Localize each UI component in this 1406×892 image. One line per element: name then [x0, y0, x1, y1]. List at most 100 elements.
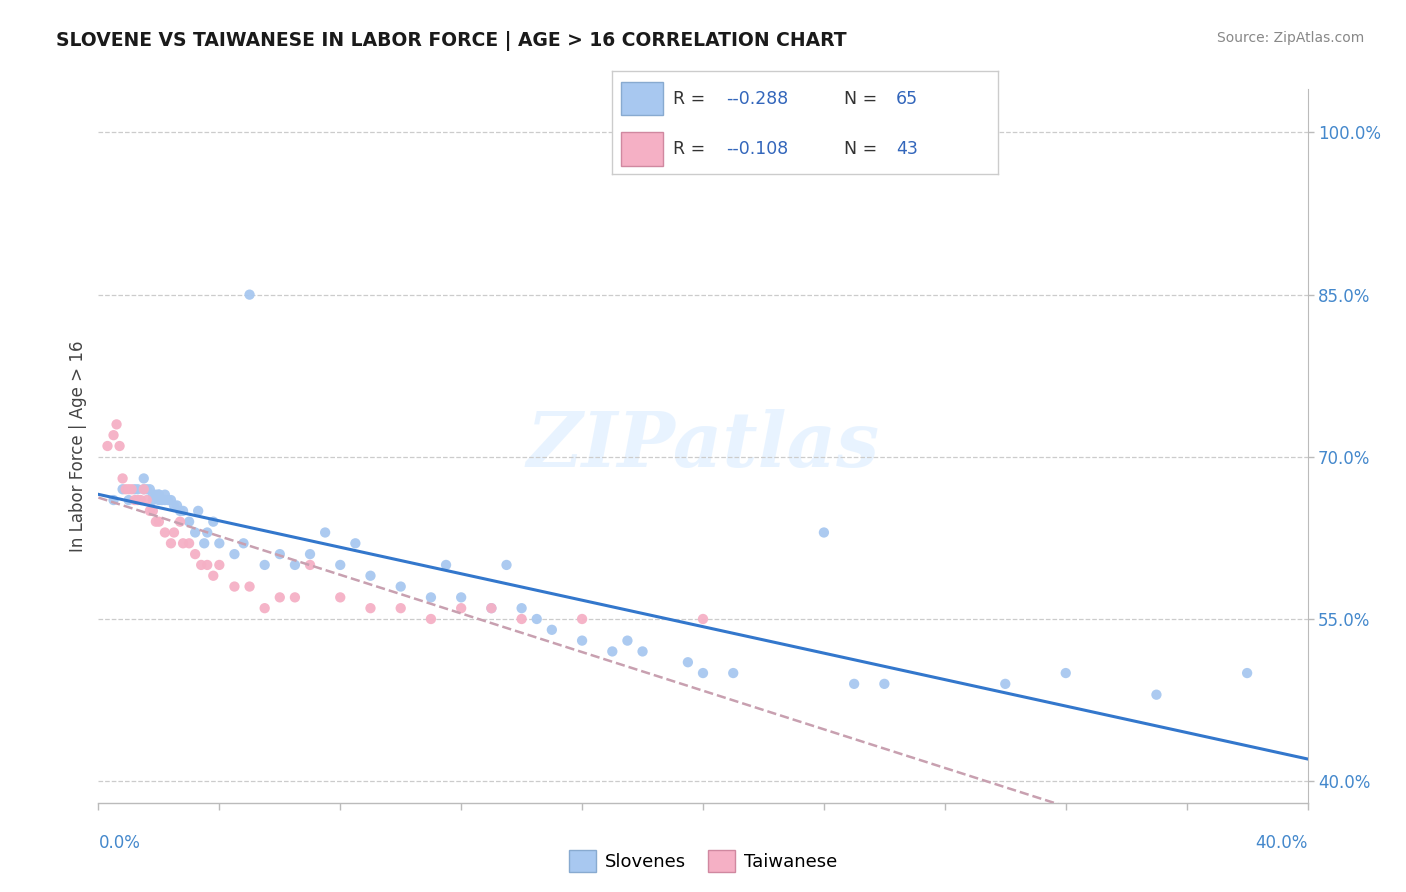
Point: [284, 558, 307, 572]
Point: [135, 493, 157, 508]
Point: [389, 601, 412, 615]
Point: [253, 601, 276, 615]
Point: [172, 536, 194, 550]
Point: [103, 428, 125, 442]
Point: [676, 655, 699, 669]
Y-axis label: In Labor Force | Age > 16: In Labor Force | Age > 16: [69, 340, 87, 552]
Point: [602, 644, 624, 658]
Point: [118, 482, 141, 496]
Point: [169, 515, 191, 529]
Point: [692, 612, 714, 626]
Point: [187, 504, 209, 518]
Point: [108, 439, 131, 453]
Point: [510, 612, 533, 626]
Point: [135, 482, 157, 496]
Point: [111, 482, 134, 496]
Point: [145, 488, 167, 502]
Point: [344, 536, 367, 550]
Point: [420, 612, 443, 626]
Point: [202, 515, 225, 529]
Point: [163, 499, 186, 513]
Point: [160, 536, 183, 550]
Point: [481, 601, 503, 615]
Point: [127, 493, 149, 508]
Point: [139, 504, 162, 518]
Point: [269, 547, 291, 561]
Point: [994, 677, 1017, 691]
Point: [114, 482, 136, 496]
Point: [148, 515, 170, 529]
Point: [723, 666, 745, 681]
Point: [571, 612, 593, 626]
Point: [190, 558, 212, 572]
Point: [124, 482, 146, 496]
Point: [184, 547, 207, 561]
Point: [169, 504, 191, 518]
Point: [284, 591, 307, 605]
Text: 0.0%: 0.0%: [98, 834, 141, 852]
Point: [156, 493, 179, 508]
Point: [132, 482, 155, 496]
Point: [153, 493, 176, 508]
Point: [873, 677, 896, 691]
Point: [142, 504, 165, 518]
Point: [253, 558, 276, 572]
Point: [450, 601, 472, 615]
Point: [166, 499, 188, 513]
Text: ZIPatlas: ZIPatlas: [526, 409, 880, 483]
FancyBboxPatch shape: [621, 132, 664, 166]
Point: [208, 558, 231, 572]
Text: SLOVENE VS TAIWANESE IN LABOR FORCE | AGE > 16 CORRELATION CHART: SLOVENE VS TAIWANESE IN LABOR FORCE | AG…: [56, 31, 846, 51]
Point: [139, 482, 162, 496]
Point: [360, 568, 382, 582]
Point: [360, 601, 382, 615]
Point: [148, 493, 170, 508]
Legend: Slovenes, Taiwanese: Slovenes, Taiwanese: [561, 843, 845, 880]
Point: [239, 580, 262, 594]
Text: Source: ZipAtlas.com: Source: ZipAtlas.com: [1216, 31, 1364, 45]
Point: [132, 471, 155, 485]
Point: [118, 493, 141, 508]
Point: [571, 633, 593, 648]
Point: [160, 493, 183, 508]
Point: [105, 417, 128, 432]
Point: [526, 612, 548, 626]
Point: [389, 580, 412, 594]
Point: [184, 525, 207, 540]
Point: [239, 287, 262, 301]
Point: [692, 666, 714, 681]
Point: [153, 488, 176, 502]
Point: [434, 558, 457, 572]
Text: N =: N =: [844, 89, 883, 108]
Point: [179, 515, 201, 529]
Point: [121, 482, 143, 496]
Point: [179, 536, 201, 550]
Point: [314, 525, 336, 540]
Point: [329, 591, 352, 605]
Point: [269, 591, 291, 605]
Point: [148, 488, 170, 502]
Point: [163, 525, 186, 540]
Point: [495, 558, 517, 572]
Point: [299, 547, 322, 561]
Point: [224, 547, 246, 561]
Point: [124, 493, 146, 508]
Point: [195, 558, 218, 572]
Point: [616, 633, 638, 648]
Text: N =: N =: [844, 140, 883, 158]
Text: 65: 65: [896, 89, 918, 108]
FancyBboxPatch shape: [621, 82, 664, 115]
Point: [129, 493, 152, 508]
Point: [148, 488, 170, 502]
Point: [631, 644, 654, 658]
Point: [172, 504, 194, 518]
Point: [540, 623, 562, 637]
Point: [103, 493, 125, 508]
Point: [510, 601, 533, 615]
Point: [111, 471, 134, 485]
Text: --0.288: --0.288: [725, 89, 787, 108]
Point: [127, 482, 149, 496]
Text: 40.0%: 40.0%: [1256, 834, 1308, 852]
Point: [193, 536, 215, 550]
Point: [232, 536, 254, 550]
